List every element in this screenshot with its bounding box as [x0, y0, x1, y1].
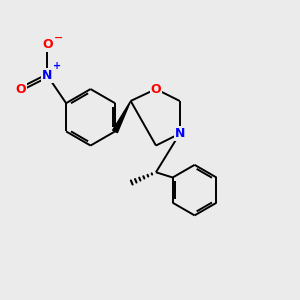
Text: N: N: [42, 69, 52, 82]
Text: +: +: [53, 61, 62, 71]
Text: −: −: [54, 33, 64, 43]
Text: N: N: [175, 127, 185, 140]
Text: O: O: [151, 82, 161, 96]
Polygon shape: [112, 101, 131, 133]
Text: O: O: [42, 38, 53, 51]
Text: O: O: [15, 82, 26, 96]
